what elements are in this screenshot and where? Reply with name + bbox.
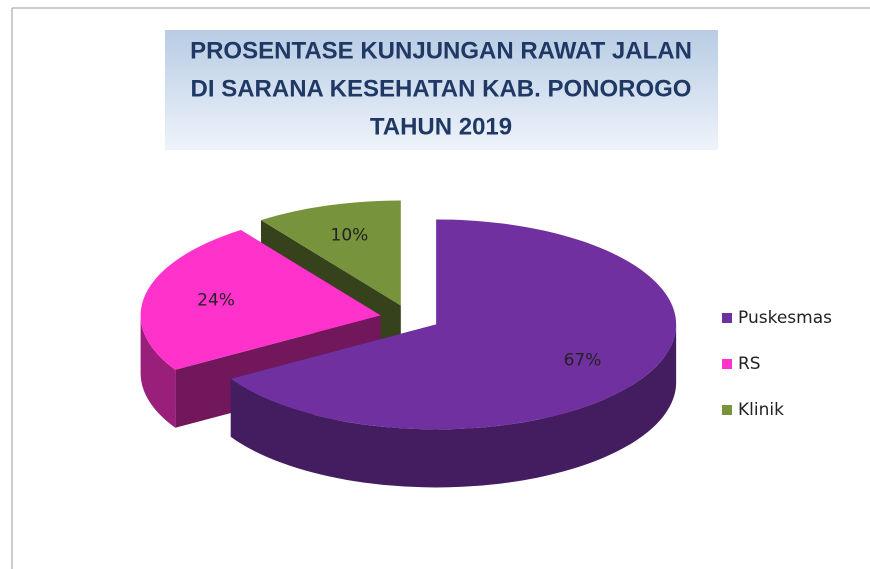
legend-label: RS bbox=[738, 354, 761, 374]
chart-title: DI SARANA KESEHATAN KAB. PONOROGO bbox=[191, 75, 692, 102]
data-label: 67% bbox=[564, 351, 602, 371]
slice bbox=[230, 219, 677, 430]
chart-title: PROSENTASE KUNJUNGAN RAWAT JALAN bbox=[190, 37, 692, 64]
legend-label: Puskesmas bbox=[738, 308, 832, 328]
title-box bbox=[165, 30, 718, 150]
legend-swatch bbox=[722, 359, 732, 369]
chart-title: TAHUN 2019 bbox=[370, 113, 512, 140]
slice-wall bbox=[230, 324, 677, 488]
slice-wall bbox=[140, 315, 176, 428]
legend-swatch bbox=[722, 405, 732, 415]
data-label: 10% bbox=[331, 226, 369, 246]
slice bbox=[260, 200, 401, 306]
legend-label: Klinik bbox=[738, 400, 784, 420]
data-label: 24% bbox=[197, 291, 235, 311]
slice bbox=[140, 230, 381, 370]
legend-swatch bbox=[722, 313, 732, 323]
